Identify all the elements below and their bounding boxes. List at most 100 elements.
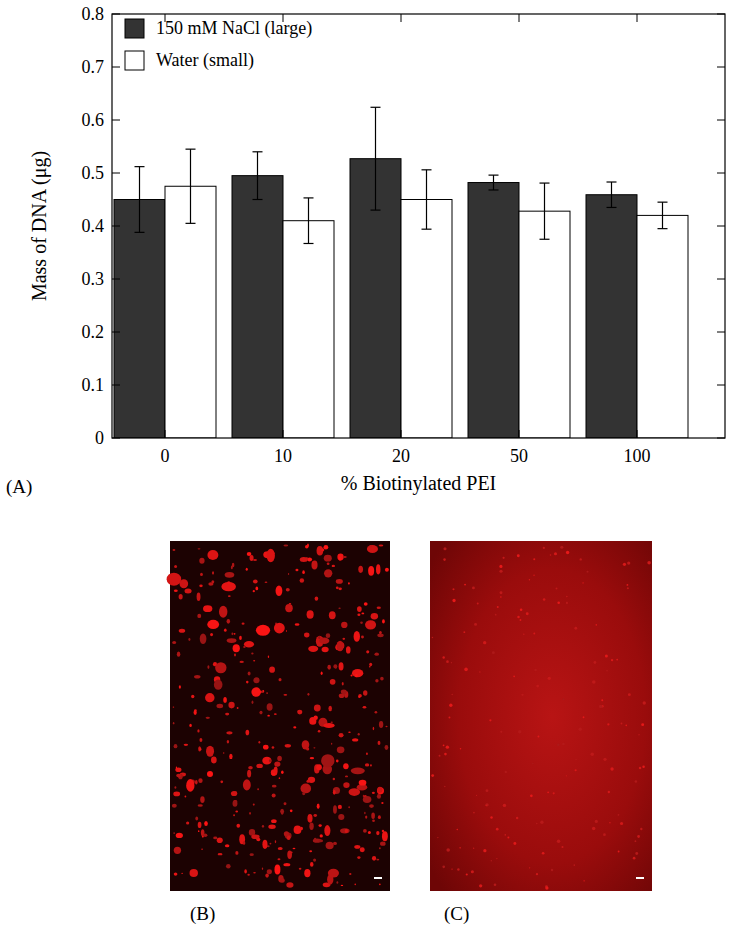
speck [459,847,461,849]
speck [449,717,451,719]
aggregate [379,544,384,546]
speck [499,570,502,573]
aggregate [266,692,268,694]
aggregate [272,773,276,776]
aggregate [375,711,378,713]
aggregate [253,660,255,662]
bar [468,183,519,438]
aggregate [213,836,217,839]
speck [437,837,438,838]
y-tick [717,14,725,15]
aggregate [191,695,194,698]
aggregate [173,792,180,797]
speck [618,851,620,853]
aggregate [251,687,261,697]
speck [642,765,644,767]
speck [442,866,445,869]
aggregate [348,806,350,808]
aggregate [337,554,343,561]
aggregate [285,744,291,748]
speck [606,670,608,672]
y-tick [717,67,725,68]
aggregate [283,694,287,696]
aggregate [369,663,372,667]
aggregate [242,623,245,625]
error-cap [253,199,263,200]
speck [443,744,445,746]
speck [486,805,487,806]
speck [607,723,609,725]
aggregate [313,747,315,748]
speck [483,641,486,644]
aggregate [321,548,324,551]
aggregate [257,788,259,790]
aggregate [186,779,194,792]
aggregate [318,730,321,732]
speck [582,582,583,583]
speck [431,774,434,777]
y-tick [112,173,120,174]
aggregate [200,633,207,644]
aggregate [324,545,329,550]
y-tick-label: 0 [95,428,104,448]
aggregate [199,585,202,588]
aggregate [271,819,277,823]
aggregate [351,767,365,774]
speck [553,792,555,794]
speck [477,602,479,604]
speck [534,669,537,672]
speck [536,823,538,825]
speck [578,727,582,731]
speck [542,852,545,855]
aggregate [237,707,239,709]
speck [489,719,491,721]
aggregate [372,792,375,794]
aggregate [206,717,210,719]
speck [472,586,475,589]
y-tick [717,120,725,121]
bar [114,200,165,439]
speck [574,627,577,630]
aggregate [227,619,231,624]
aggregate [300,827,303,830]
aggregate [340,828,350,833]
aggregate [272,794,276,798]
aggregate [349,788,361,796]
speck [446,745,449,748]
aggregate [339,557,342,561]
aggregate [207,665,209,669]
plot-frame [112,14,725,438]
speck [560,546,563,549]
speck [616,659,618,661]
aggregate [348,582,350,584]
aggregate [309,823,313,830]
speck [590,752,594,756]
aggregate [364,812,365,815]
speck [444,786,446,788]
aggregate [315,596,319,600]
aggregate [307,543,309,547]
aggregate [379,631,382,634]
aggregate [338,608,340,609]
aggregate [320,834,323,837]
aggregate [308,646,318,652]
panel-label: (A) [6,476,32,498]
y-tick [717,279,725,280]
speck [474,623,477,626]
aggregate [363,795,365,798]
speck [444,753,447,756]
aggregate [309,717,316,725]
aggregate [345,776,348,778]
aggregate [262,868,263,870]
aggregate [371,613,378,619]
aggregate [200,573,203,576]
aggregate [233,644,240,652]
speck [573,864,575,866]
aggregate [304,869,310,877]
aggregate [328,706,332,711]
aggregate [210,633,213,636]
speck [457,868,459,870]
aggregate [324,555,332,562]
aggregate [260,712,262,714]
aggregate [195,817,198,821]
